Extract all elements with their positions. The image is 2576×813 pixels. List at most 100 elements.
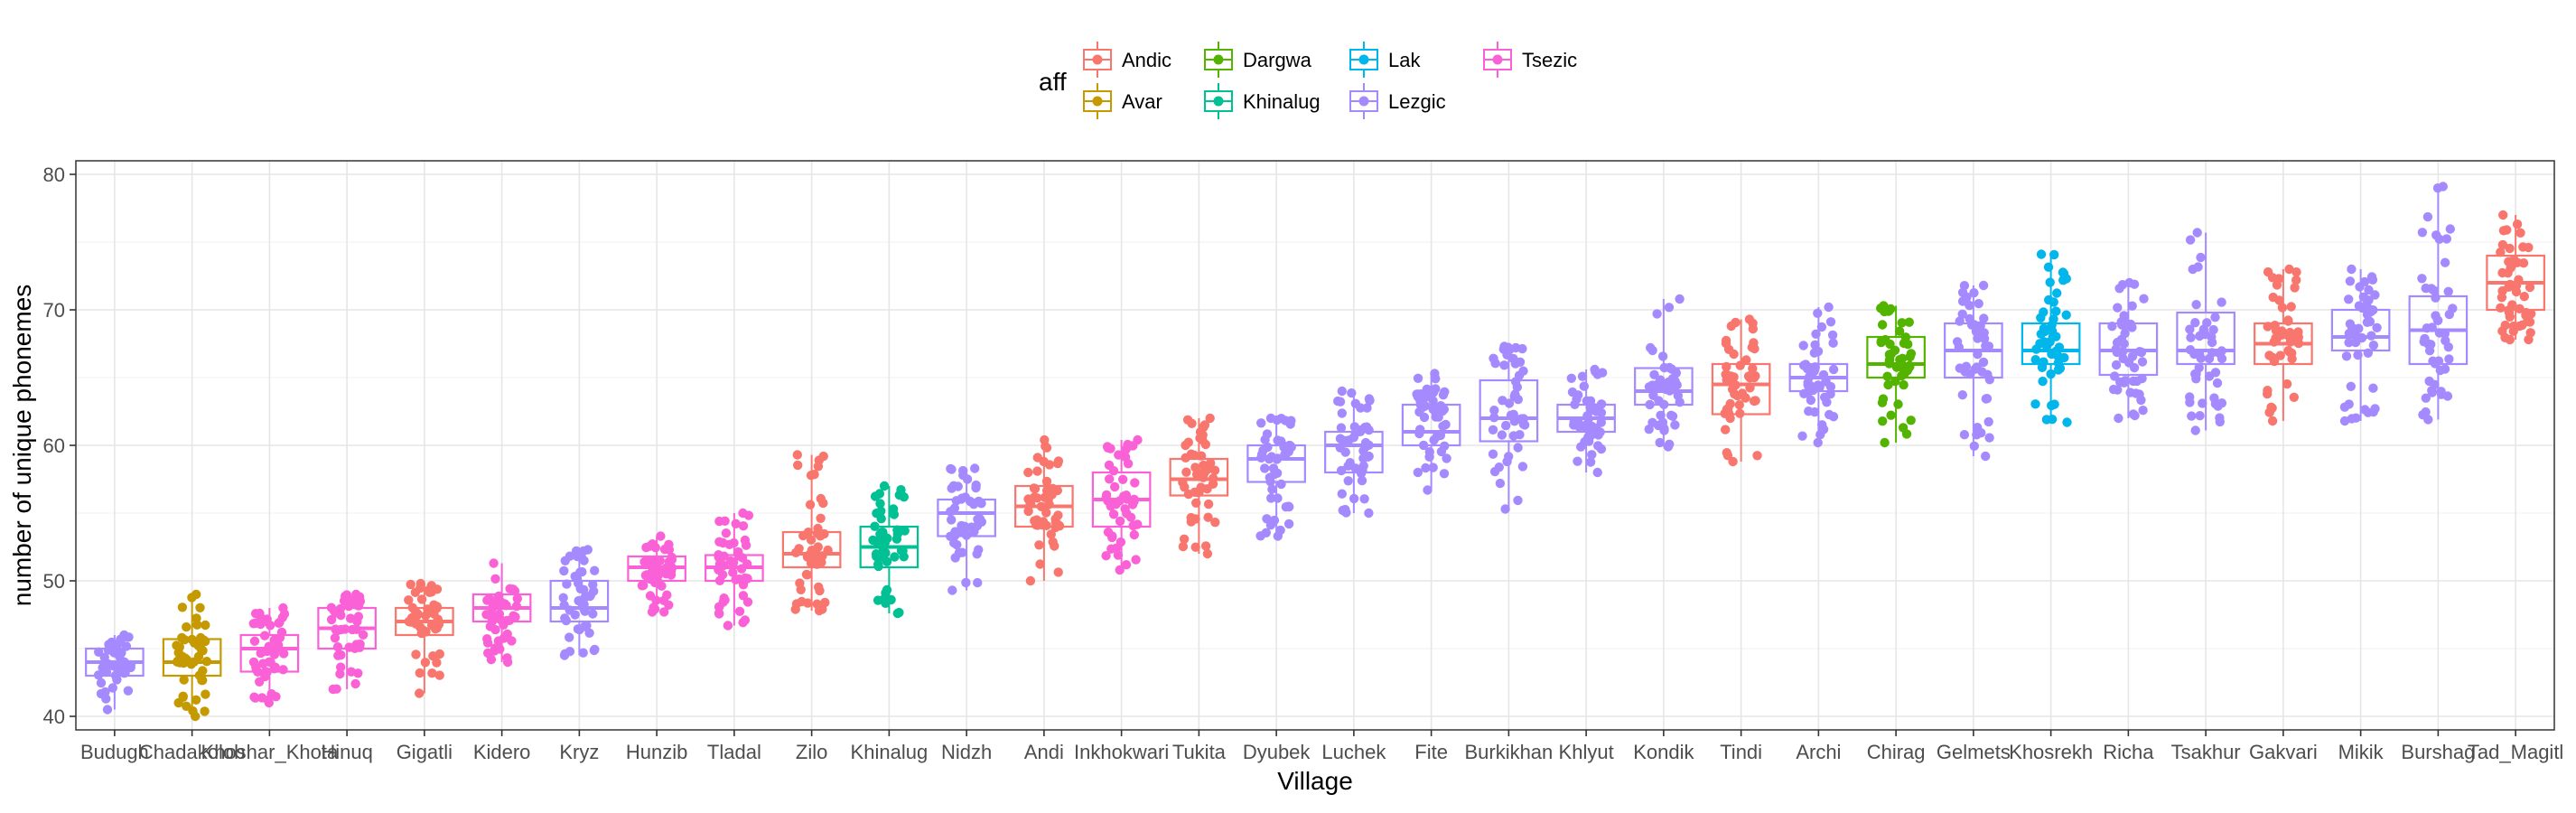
data-point: [1957, 296, 1968, 306]
data-point: [1281, 416, 1291, 425]
data-point: [1649, 369, 1659, 379]
data-point: [1748, 323, 1759, 334]
legend-key-point: [1213, 54, 1224, 65]
data-point: [2061, 310, 2071, 320]
data-point: [502, 653, 512, 663]
x-tick-label: Gigatli: [397, 741, 453, 763]
data-point: [1118, 474, 1128, 484]
data-point: [1110, 481, 1120, 492]
data-point: [428, 651, 438, 661]
data-point: [1337, 386, 1348, 397]
box-iqr: [239, 633, 300, 673]
box-Burshag: [2408, 186, 2469, 420]
data-point: [2502, 225, 2512, 235]
legend-label: Lezgic: [1388, 90, 1446, 113]
data-point: [490, 574, 500, 584]
data-point: [1748, 363, 1758, 374]
data-point: [1181, 440, 1190, 451]
data-point: [2509, 255, 2519, 265]
data-point: [1489, 406, 1499, 416]
data-point: [1111, 500, 1121, 509]
data-point: [1644, 382, 1655, 392]
box-Nidzh: [937, 468, 996, 591]
data-point: [2110, 371, 2120, 381]
data-point: [331, 608, 341, 618]
box-Kidero: [471, 563, 532, 662]
data-point: [279, 609, 290, 619]
data-point: [2366, 306, 2376, 317]
legend-label: Lak: [1388, 49, 1421, 71]
data-point: [1362, 403, 1372, 413]
data-point: [2210, 313, 2220, 322]
y-tick-label: 50: [43, 570, 65, 593]
box-Inkhokwari: [1091, 440, 1152, 570]
data-point: [1029, 483, 1040, 493]
data-point: [1955, 316, 1965, 326]
data-point: [269, 635, 279, 645]
data-point: [1726, 321, 1737, 332]
data-point: [96, 678, 107, 688]
data-point: [659, 607, 669, 617]
x-tick-label: Nidzh: [941, 741, 992, 763]
data-point: [1276, 479, 1286, 490]
data-point: [2204, 353, 2215, 364]
data-point: [2290, 283, 2300, 293]
data-point: [198, 666, 208, 676]
data-point: [1023, 467, 1033, 478]
data-point: [2497, 267, 2507, 278]
data-point: [656, 531, 666, 541]
data-point: [345, 613, 356, 623]
data-point: [1179, 534, 1190, 544]
data-point: [499, 633, 509, 643]
data-point: [1979, 333, 1990, 344]
data-point: [1200, 541, 1211, 551]
data-point: [1431, 412, 1441, 422]
data-point: [1178, 541, 1189, 552]
data-point: [1041, 441, 1050, 452]
data-point: [2263, 266, 2273, 277]
data-point: [406, 579, 415, 590]
data-point: [2372, 322, 2382, 332]
data-point: [1810, 340, 1820, 350]
data-point: [584, 628, 594, 638]
data-point: [490, 643, 500, 653]
data-point: [1104, 460, 1115, 471]
data-point: [738, 591, 749, 601]
data-point: [1573, 456, 1582, 466]
data-point: [1035, 559, 1045, 569]
data-point: [1981, 394, 1991, 404]
data-point: [2417, 274, 2427, 284]
data-point: [178, 691, 188, 701]
data-point: [353, 668, 363, 678]
data-point: [2196, 252, 2206, 263]
data-point: [2344, 338, 2354, 348]
data-point: [1339, 435, 1350, 445]
data-point: [2209, 393, 2219, 403]
data-point: [1209, 465, 1220, 475]
data-point: [1514, 370, 1525, 380]
x-tick-label: Hinuq: [321, 741, 372, 763]
data-point: [2497, 239, 2508, 250]
data-point: [2192, 228, 2202, 238]
data-point: [2283, 346, 2293, 356]
data-point: [1265, 472, 1275, 482]
data-point: [2030, 399, 2040, 409]
data-point: [734, 574, 744, 584]
data-point: [714, 609, 724, 619]
data-point: [1488, 425, 1498, 435]
data-point: [580, 621, 590, 631]
legend-label: Andic: [1122, 49, 1171, 71]
data-point: [1263, 442, 1273, 453]
box-Andi: [1014, 440, 1074, 581]
data-point: [116, 665, 126, 675]
data-point: [1186, 512, 1196, 523]
data-point: [560, 649, 570, 659]
data-point: [425, 607, 435, 617]
data-point: [1113, 550, 1124, 560]
data-point: [2190, 425, 2200, 435]
data-point: [664, 539, 674, 549]
data-point: [1513, 443, 1523, 453]
data-point: [1262, 429, 1273, 439]
